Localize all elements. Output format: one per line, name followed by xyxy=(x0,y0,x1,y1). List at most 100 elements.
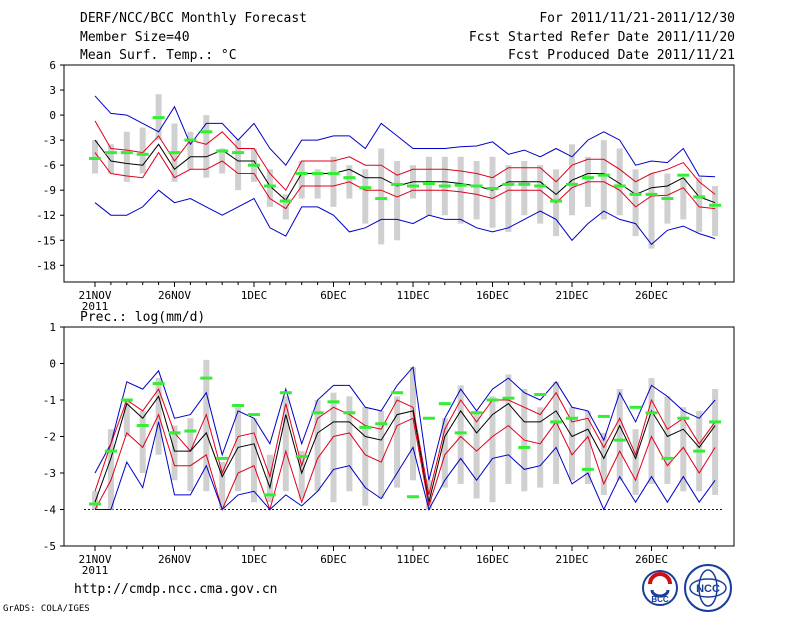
spread-box xyxy=(680,407,687,492)
spread-box xyxy=(473,160,480,220)
observed-marker xyxy=(438,402,451,406)
spread-box xyxy=(187,418,194,492)
spread-box xyxy=(123,131,130,182)
spread-box xyxy=(330,156,337,207)
observed-marker xyxy=(597,173,610,177)
spread-box xyxy=(362,169,369,224)
y-tick-label: -9 xyxy=(43,184,56,197)
spread-box xyxy=(235,140,242,191)
observed-marker xyxy=(232,151,245,155)
spread-box xyxy=(282,194,289,220)
observed-marker xyxy=(613,438,626,442)
y-tick-label: -4 xyxy=(43,504,57,517)
observed-marker xyxy=(534,393,547,397)
observed-marker xyxy=(152,382,165,386)
observed-marker xyxy=(184,429,197,433)
spread-box xyxy=(266,454,273,503)
observed-marker xyxy=(486,187,499,191)
spread-box xyxy=(457,156,464,224)
y-tick-label: -18 xyxy=(36,259,56,272)
spread-box xyxy=(616,389,623,481)
observed-marker xyxy=(120,398,133,402)
spread-box xyxy=(616,148,623,216)
observed-marker xyxy=(391,182,404,186)
series-mean xyxy=(94,139,716,204)
spread-box xyxy=(171,425,178,481)
series-lower xyxy=(94,151,716,210)
panel-precipitation: 1 0 -1 -2 -3 -4 -5 21NOV 26NOV 1DEC 6DEC 11DEC 16DEC… xyxy=(43,321,735,577)
x-tick-label: 26NOV xyxy=(158,553,191,566)
observed-marker xyxy=(216,456,229,460)
bcc-logo: BCC xyxy=(642,570,678,606)
observed-marker xyxy=(89,502,101,506)
observed-marker xyxy=(184,138,197,142)
x-tick-label: 16DEC xyxy=(476,553,509,566)
x-tick-label: 21NOV xyxy=(78,289,111,302)
spread-box xyxy=(219,462,226,510)
observed-marker xyxy=(709,420,722,424)
observed-marker xyxy=(248,163,260,167)
observed-marker xyxy=(581,176,594,180)
x-tick-label: 11DEC xyxy=(396,289,429,302)
observed-marker xyxy=(454,183,467,187)
spread-box xyxy=(489,156,496,228)
spread-box xyxy=(584,410,591,484)
observed-marker xyxy=(311,172,324,175)
spread-box xyxy=(314,169,321,199)
series-lower xyxy=(94,413,716,512)
observed-marker xyxy=(422,416,435,420)
observed-marker xyxy=(629,192,642,196)
spread-box xyxy=(600,140,607,220)
spread-box xyxy=(696,177,703,232)
observed-marker xyxy=(375,422,388,426)
spread-box xyxy=(203,359,210,492)
observed-marker xyxy=(343,176,356,180)
spread-box xyxy=(600,432,607,495)
member-size: Member Size=40 xyxy=(80,30,190,45)
x-tick-label: 26NOV xyxy=(158,289,191,302)
observed-marker xyxy=(470,411,483,415)
spread-box xyxy=(505,165,512,232)
spread-box xyxy=(235,407,242,492)
spread-box xyxy=(187,131,194,170)
y-tick-label: 0 xyxy=(49,358,56,371)
y-tick-label: -12 xyxy=(36,209,56,222)
observed-marker xyxy=(263,184,276,188)
observed-marker xyxy=(232,403,245,407)
source-url[interactable]: http://cmdp.ncc.cma.gov.cn xyxy=(74,582,278,597)
spread-box xyxy=(664,396,671,484)
spread-box xyxy=(203,115,210,178)
observed-marker xyxy=(709,203,722,207)
x-tick-label: 21DEC xyxy=(555,289,588,302)
observed-marker xyxy=(422,182,435,186)
observed-marker xyxy=(216,149,229,153)
spread-box xyxy=(712,186,719,237)
observed-marker xyxy=(200,130,213,134)
observed-marker xyxy=(645,192,658,196)
spread-box xyxy=(139,127,146,174)
observed-marker xyxy=(566,182,578,186)
spread-box xyxy=(553,381,560,484)
observed-marker xyxy=(486,398,499,402)
observed-marker xyxy=(693,449,706,453)
observed-marker xyxy=(645,411,658,415)
spread-box xyxy=(92,140,98,174)
spread-box xyxy=(632,169,639,237)
y-tick-label: 1 xyxy=(49,321,56,334)
y-tick-label: 0 xyxy=(49,109,56,122)
spread-box xyxy=(537,407,544,488)
observed-marker xyxy=(343,411,356,415)
observed-marker xyxy=(248,413,260,417)
observed-marker xyxy=(613,184,626,188)
observed-marker xyxy=(454,431,467,435)
series-min xyxy=(94,189,716,246)
bcc-logo-text: BCC xyxy=(651,595,669,604)
spread-box xyxy=(648,378,655,484)
x-tick-label: 1DEC xyxy=(241,553,268,566)
series-max xyxy=(94,365,716,481)
observed-marker xyxy=(359,186,372,190)
observed-marker xyxy=(89,156,101,160)
spread-box xyxy=(139,410,146,473)
plot-frame xyxy=(63,64,735,283)
